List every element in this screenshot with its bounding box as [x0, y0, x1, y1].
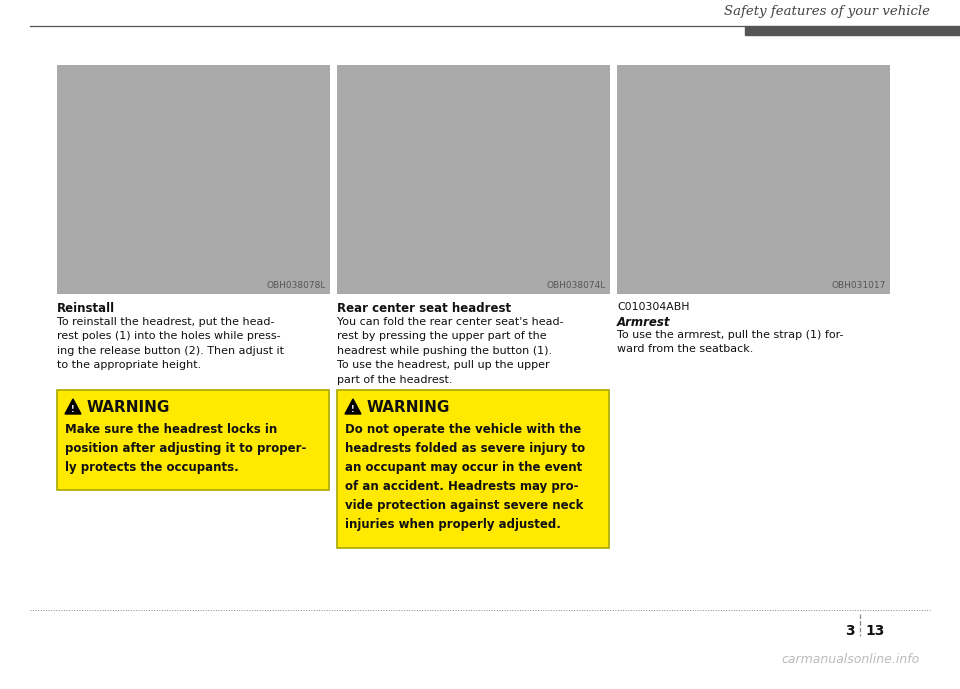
Text: Armrest: Armrest: [617, 316, 670, 329]
Text: WARNING: WARNING: [87, 400, 170, 415]
Text: OBH031017: OBH031017: [831, 281, 886, 290]
Text: 13: 13: [865, 624, 884, 638]
Text: To reinstall the headrest, put the head-
rest poles (1) into the holes while pre: To reinstall the headrest, put the head-…: [57, 317, 284, 370]
Text: You can fold the rear center seat's head-
rest by pressing the upper part of the: You can fold the rear center seat's head…: [337, 317, 564, 384]
Text: !: !: [351, 404, 355, 413]
Text: OBH038078L: OBH038078L: [267, 281, 326, 290]
Text: Reinstall: Reinstall: [57, 302, 115, 315]
Bar: [57, 65, 329, 293]
Text: Do not operate the vehicle with the
headrests folded as severe injury to
an occu: Do not operate the vehicle with the head…: [345, 423, 586, 531]
Text: C010304ABH: C010304ABH: [617, 302, 689, 312]
Text: Safety features of your vehicle: Safety features of your vehicle: [724, 5, 930, 18]
Text: Rear center seat headrest: Rear center seat headrest: [337, 302, 511, 315]
Text: WARNING: WARNING: [367, 400, 450, 415]
Text: OBH038074L: OBH038074L: [547, 281, 606, 290]
Bar: [745, 26, 960, 35]
Bar: [337, 65, 609, 293]
Text: carmanualsonline.info: carmanualsonline.info: [781, 653, 920, 666]
Bar: [337, 390, 609, 548]
Bar: [617, 65, 889, 293]
Polygon shape: [65, 399, 81, 414]
Bar: [57, 390, 329, 490]
Text: 3: 3: [846, 624, 855, 638]
Polygon shape: [345, 399, 361, 414]
Text: !: !: [71, 404, 75, 413]
Text: Make sure the headrest locks in
position after adjusting it to proper-
ly protec: Make sure the headrest locks in position…: [65, 423, 306, 474]
Text: To use the armrest, pull the strap (1) for-
ward from the seatback.: To use the armrest, pull the strap (1) f…: [617, 330, 844, 354]
